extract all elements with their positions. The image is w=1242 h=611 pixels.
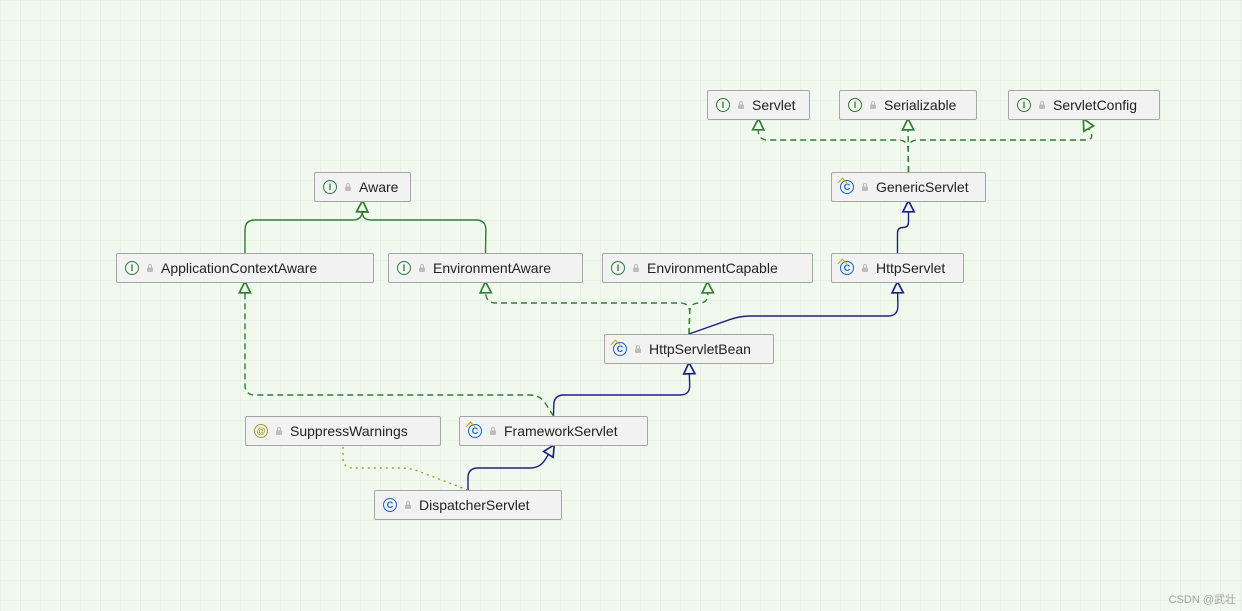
uml-node-httpservletbean[interactable]: C HttpServletBean xyxy=(604,334,774,364)
lock-icon xyxy=(860,263,870,273)
uml-node-httpservlet[interactable]: C HttpServlet xyxy=(831,253,964,283)
edge-genericservlet-to-servletconfig xyxy=(908,120,1092,172)
class_abs-icon: C xyxy=(840,180,854,194)
class_abs-icon: C xyxy=(613,342,627,356)
lock-icon xyxy=(403,500,413,510)
interface-icon: I xyxy=(611,261,625,275)
node-label: ApplicationContextAware xyxy=(161,260,317,276)
uml-node-envcapable[interactable]: I EnvironmentCapable xyxy=(602,253,813,283)
interface-icon: I xyxy=(716,98,730,112)
node-label: SuppressWarnings xyxy=(290,423,408,439)
uml-node-servletconfig[interactable]: I ServletConfig xyxy=(1008,90,1160,120)
uml-node-serializable[interactable]: I Serializable xyxy=(839,90,977,120)
uml-node-servlet[interactable]: I Servlet xyxy=(707,90,810,120)
edge-frameworksrv-to-httpservletbean xyxy=(554,364,690,416)
uml-node-envaware[interactable]: I EnvironmentAware xyxy=(388,253,583,283)
watermark: CSDN @武壮 xyxy=(1169,591,1236,607)
annotation-icon: @ xyxy=(254,424,268,438)
node-label: Aware xyxy=(359,179,398,195)
uml-node-dispatcher[interactable]: C DispatcherServlet xyxy=(374,490,562,520)
lock-icon xyxy=(631,263,641,273)
lock-icon xyxy=(417,263,427,273)
interface-icon: I xyxy=(323,180,337,194)
lock-icon xyxy=(343,182,353,192)
lock-icon xyxy=(633,344,643,354)
node-label: EnvironmentCapable xyxy=(647,260,778,276)
node-label: EnvironmentAware xyxy=(433,260,551,276)
edge-appctxaware-to-aware xyxy=(245,202,363,253)
class_abs-icon: C xyxy=(840,261,854,275)
interface-icon: I xyxy=(397,261,411,275)
lock-icon xyxy=(868,100,878,110)
node-label: DispatcherServlet xyxy=(419,497,530,513)
edge-genericservlet-to-servlet xyxy=(758,120,908,172)
uml-node-genericservlet[interactable]: C GenericServlet xyxy=(831,172,986,202)
diagram-canvas: I Servlet I Serializable I ServletConfig I Awar… xyxy=(0,0,1242,611)
uml-node-frameworksrv[interactable]: C FrameworkServlet xyxy=(459,416,648,446)
interface-icon: I xyxy=(1017,98,1031,112)
class-icon: C xyxy=(383,498,397,512)
node-label: Servlet xyxy=(752,97,796,113)
node-label: FrameworkServlet xyxy=(504,423,618,439)
edge-dispatcher-to-suppresswarn xyxy=(343,446,468,490)
node-label: Serializable xyxy=(884,97,956,113)
edge-httpservletbean-to-httpservlet xyxy=(689,283,898,334)
node-label: HttpServletBean xyxy=(649,341,751,357)
lock-icon xyxy=(860,182,870,192)
edge-httpservlet-to-genericservlet xyxy=(898,202,909,253)
lock-icon xyxy=(1037,100,1047,110)
node-label: GenericServlet xyxy=(876,179,969,195)
interface-icon: I xyxy=(848,98,862,112)
lock-icon xyxy=(488,426,498,436)
class_abs-icon: C xyxy=(468,424,482,438)
edge-httpservletbean-to-envaware xyxy=(486,283,690,334)
edge-dispatcher-to-frameworksrv xyxy=(468,446,554,490)
uml-node-aware[interactable]: I Aware xyxy=(314,172,411,202)
node-label: HttpServlet xyxy=(876,260,945,276)
interface-icon: I xyxy=(125,261,139,275)
node-label: ServletConfig xyxy=(1053,97,1137,113)
lock-icon xyxy=(145,263,155,273)
lock-icon xyxy=(736,100,746,110)
edge-frameworksrv-to-appctxaware xyxy=(245,283,554,416)
edge-genericservlet-to-serializable xyxy=(908,120,909,172)
lock-icon xyxy=(274,426,284,436)
edge-httpservletbean-to-envcapable xyxy=(689,283,708,334)
uml-node-suppresswarn[interactable]: @ SuppressWarnings xyxy=(245,416,441,446)
edge-envaware-to-aware xyxy=(362,202,486,253)
uml-node-appctxaware[interactable]: I ApplicationContextAware xyxy=(116,253,374,283)
